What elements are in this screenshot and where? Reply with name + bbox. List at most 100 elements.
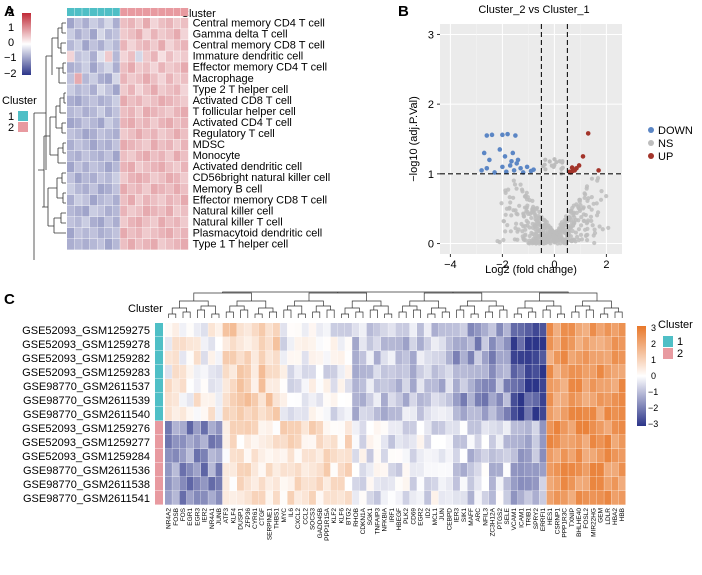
heatmap-cell	[510, 337, 518, 351]
heatmap-cell	[445, 435, 453, 449]
heatmap-cell	[258, 435, 266, 449]
heatmap-cell	[251, 449, 259, 463]
panel-label-c: C	[4, 291, 15, 308]
heatmap-cell	[453, 491, 460, 505]
heatmap-cell	[510, 323, 518, 337]
heatmap-cell	[546, 379, 554, 393]
heatmap-cell	[112, 128, 120, 140]
heatmap-row-label: Monocyte	[193, 150, 241, 162]
colorbar-a-tick: 1	[8, 22, 14, 34]
heatmap-cell	[323, 379, 331, 393]
heatmap-cell	[179, 463, 187, 477]
heatmap-cell	[105, 172, 113, 184]
heatmap-cell	[158, 51, 166, 62]
heatmap-cell	[208, 337, 216, 351]
heatmap-cell	[193, 449, 201, 463]
heatmap-cell	[143, 216, 151, 228]
heatmap-cell	[105, 73, 113, 84]
heatmap-cell	[127, 128, 135, 140]
heatmap-cell	[539, 379, 547, 393]
heatmap-cell	[127, 239, 135, 250]
ns-point	[548, 225, 553, 230]
heatmap-cell	[561, 393, 568, 407]
heatmap-cell	[186, 337, 194, 351]
heatmap-cell	[337, 351, 345, 365]
ns-point	[534, 218, 539, 223]
heatmap-cell	[546, 351, 554, 365]
heatmap-cell	[105, 84, 113, 95]
heatmap-cell	[165, 323, 172, 337]
heatmap-row-label: GSE98770_GSM2611541	[23, 493, 150, 505]
heatmap-a-annotation-label: Cluster	[181, 8, 216, 20]
ns-point	[604, 193, 609, 199]
heatmap-cell	[539, 365, 547, 379]
ns-point	[527, 225, 532, 230]
heatmap-cell	[301, 477, 309, 491]
heatmap-cell	[89, 150, 97, 162]
heatmap-cell	[460, 393, 468, 407]
heatmap-cell	[280, 379, 288, 393]
heatmap-cell	[532, 337, 540, 351]
heatmap-cell	[561, 407, 568, 421]
up-point	[585, 131, 591, 136]
heatmap-cell	[112, 150, 120, 162]
heatmap-cell	[89, 95, 97, 106]
heatmap-cell	[301, 351, 309, 365]
heatmap-cell	[517, 435, 525, 449]
ns-point	[573, 230, 578, 235]
heatmap-cell	[181, 106, 189, 118]
heatmap-column-label: TNFAIP3	[374, 508, 381, 535]
heatmap-cell	[561, 421, 568, 435]
heatmap-cell	[510, 379, 518, 393]
heatmap-cell	[467, 477, 475, 491]
heatmap-cell	[395, 435, 403, 449]
heatmap-cell	[352, 365, 360, 379]
heatmap-cell	[316, 393, 324, 407]
heatmap-cell	[229, 421, 237, 435]
heatmap-cell	[105, 183, 113, 195]
heatmap-cell	[143, 29, 151, 40]
heatmap-cell	[381, 323, 388, 337]
heatmap-cell	[402, 407, 410, 421]
heatmap-cell	[381, 449, 388, 463]
heatmap-cell	[105, 40, 113, 51]
heatmap-column-label: NFIL3	[482, 508, 489, 526]
heatmap-cell	[229, 491, 237, 505]
heatmap-cell	[294, 477, 302, 491]
heatmap-cell	[273, 435, 280, 449]
colorbar-c-tick: 0	[651, 371, 656, 381]
heatmap-cell	[352, 393, 360, 407]
down-point	[518, 165, 523, 171]
heatmap-cell	[366, 463, 374, 477]
heatmap-cell	[120, 95, 128, 106]
heatmap-cell	[409, 435, 417, 449]
heatmap-cell	[337, 393, 345, 407]
heatmap-cell	[172, 379, 180, 393]
heatmap-cell	[460, 407, 468, 421]
heatmap-cell	[265, 351, 273, 365]
heatmap-cell	[237, 337, 244, 351]
down-point	[507, 163, 513, 168]
heatmap-cell	[273, 463, 280, 477]
heatmap-cell	[474, 421, 482, 435]
heatmap-cell	[359, 365, 367, 379]
heatmap-cell	[150, 205, 158, 217]
heatmap-cell	[181, 139, 189, 151]
heatmap-cell	[330, 351, 338, 365]
heatmap-cell	[316, 491, 324, 505]
heatmap-cell	[539, 337, 547, 351]
heatmap-cell	[165, 161, 173, 173]
heatmap-cell	[89, 29, 97, 40]
heatmap-cell	[82, 84, 90, 95]
heatmap-cell	[181, 205, 189, 217]
heatmap-cell	[97, 216, 105, 228]
heatmap-cell	[127, 51, 135, 62]
heatmap-cell	[89, 239, 97, 250]
heatmap-cell	[150, 95, 158, 106]
colorbar-a	[22, 13, 31, 75]
heatmap-cell	[445, 337, 453, 351]
heatmap-cell	[395, 477, 403, 491]
ns-point	[565, 218, 570, 224]
heatmap-cell	[280, 407, 288, 421]
heatmap-column-label: NR4A1	[209, 508, 216, 529]
